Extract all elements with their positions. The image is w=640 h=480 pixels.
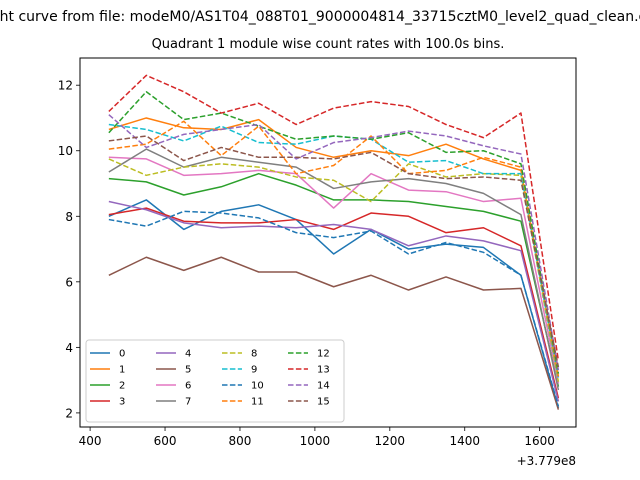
series-line-5 xyxy=(108,256,560,410)
y-tick-label: 8 xyxy=(65,210,73,224)
series-line-15 xyxy=(108,135,560,368)
series-line-1 xyxy=(108,117,560,377)
legend-label-10: 10 xyxy=(251,381,264,392)
x-axis-offset-label: +3.779e8 xyxy=(517,454,576,468)
legend-box xyxy=(85,339,345,423)
x-tick-label: 600 xyxy=(154,434,177,448)
x-tick-label: 1400 xyxy=(449,434,480,448)
y-tick-label: 12 xyxy=(58,79,73,93)
legend-label-3: 3 xyxy=(119,397,125,408)
series-line-2 xyxy=(108,172,560,387)
series-line-14 xyxy=(108,114,560,371)
legend-label-11: 11 xyxy=(251,397,264,408)
x-tick-label: 1200 xyxy=(375,434,406,448)
legend-label-2: 2 xyxy=(119,381,125,392)
legend-label-5: 5 xyxy=(185,365,191,376)
series-line-12 xyxy=(108,91,560,374)
x-tick-label: 400 xyxy=(79,434,102,448)
x-tick-label: 1000 xyxy=(300,434,331,448)
series-line-11 xyxy=(108,120,560,377)
series-line-13 xyxy=(108,74,560,361)
legend-label-8: 8 xyxy=(251,349,257,360)
series-line-8 xyxy=(108,158,560,382)
legend-label-13: 13 xyxy=(317,365,330,376)
figure-suptitle: Light curve from file: modeM0/AS1T04_088… xyxy=(0,9,640,25)
legend-label-4: 4 xyxy=(185,349,191,360)
legend-label-7: 7 xyxy=(185,397,191,408)
legend-label-12: 12 xyxy=(317,349,330,360)
chart-title: Quadrant 1 module wise count rates with … xyxy=(152,37,505,52)
legend-label-9: 9 xyxy=(251,365,257,376)
y-tick-label: 10 xyxy=(58,144,73,158)
plot-area xyxy=(108,74,560,410)
series-line-0 xyxy=(108,199,560,409)
series-line-10 xyxy=(108,210,560,407)
legend-label-1: 1 xyxy=(119,365,125,376)
legend-label-14: 14 xyxy=(317,381,330,392)
y-tick-label: 4 xyxy=(65,341,73,355)
series-line-3 xyxy=(108,207,560,399)
y-tick-label: 6 xyxy=(65,275,73,289)
axes-frame xyxy=(79,57,577,428)
series-line-6 xyxy=(108,156,560,384)
series-line-4 xyxy=(108,200,560,402)
x-tick-label: 1600 xyxy=(524,434,555,448)
x-tick-label: 800 xyxy=(229,434,252,448)
legend-label-0: 0 xyxy=(119,349,125,360)
y-tick-label: 2 xyxy=(65,406,73,420)
legend-label-6: 6 xyxy=(185,381,191,392)
legend-label-15: 15 xyxy=(317,397,330,408)
